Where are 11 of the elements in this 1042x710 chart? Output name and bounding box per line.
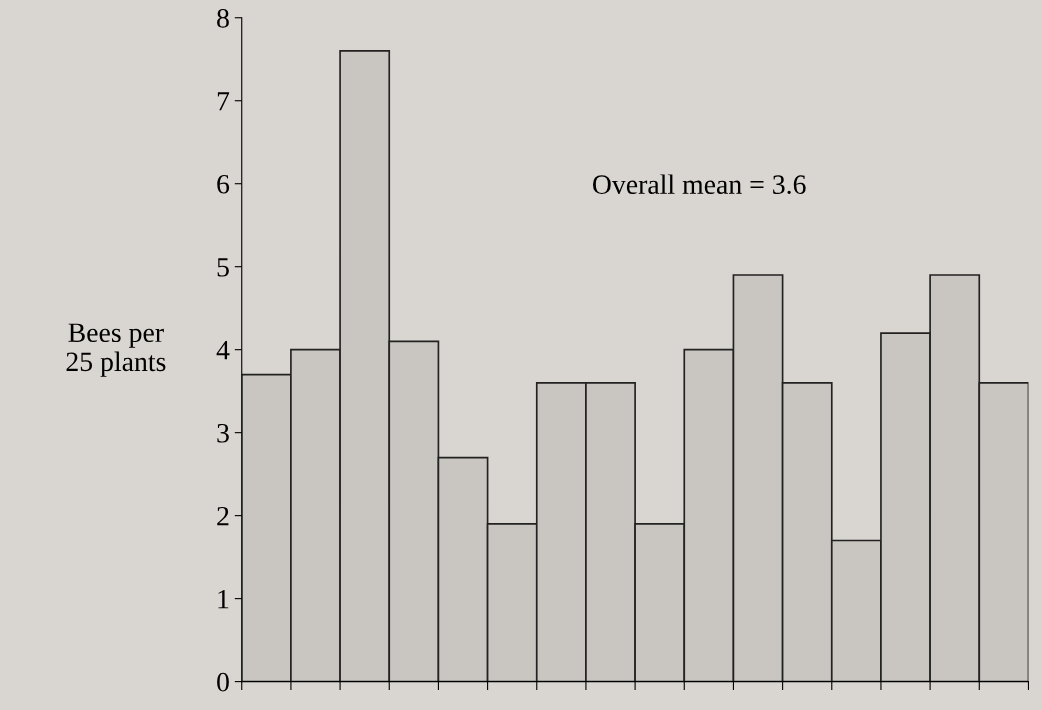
y-tick-label: 3 xyxy=(217,423,229,443)
y-tick-label: 2 xyxy=(217,506,229,526)
y-tick-label: 0 xyxy=(217,672,229,692)
y-tick-label: 4 xyxy=(216,341,230,360)
y-axis-title: Bees per 25 plants xyxy=(66,323,166,377)
y-tick-label: 8 xyxy=(217,8,229,28)
y-tick-label: 6 xyxy=(217,174,230,194)
y-tick-label: 7 xyxy=(217,92,230,111)
annotation: Overall mean = 3.6 xyxy=(592,174,806,195)
y-tick-label: 5 xyxy=(217,258,229,277)
y-tick-label: 1 xyxy=(218,589,229,609)
